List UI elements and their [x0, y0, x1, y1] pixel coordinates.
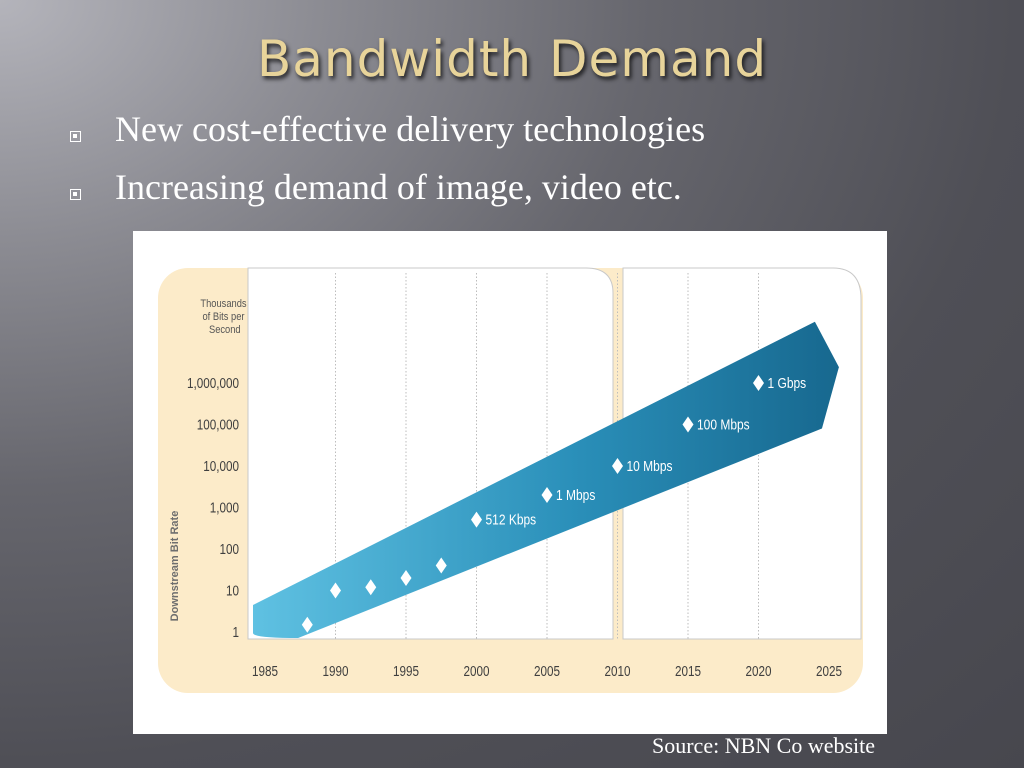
data-point-marker: [471, 511, 482, 528]
bandwidth-chart: 1985 1990 1995 2000 2005 2010 2015 2020 2025 1 10 1…: [133, 231, 887, 734]
chart-svg: 1985 1990 1995 2000 2005 2010 2015 2020 2025 1 10 1…: [158, 267, 863, 693]
y-tick-label: 10: [226, 582, 239, 599]
x-tick-label: 2025: [816, 663, 842, 680]
x-tick-label: 1990: [322, 663, 348, 680]
y-tick-label: 1: [232, 624, 239, 641]
x-tick-label: 2000: [463, 663, 489, 680]
bullet-text: New cost-effective delivery technologies: [115, 109, 706, 149]
slide-title: Bandwidth Demand: [256, 30, 768, 88]
data-point-marker: [330, 582, 341, 599]
chart-marks: 1985 1990 1995 2000 2005 2010 2015 2020 2025 1 10 1…: [187, 375, 842, 680]
y-tick-label: 100,000: [197, 416, 239, 433]
x-tick-label: 2005: [534, 663, 560, 680]
data-point-marker: [435, 557, 447, 574]
data-point-marker: [301, 616, 313, 633]
y-unit-label: Thousands of Bits per Second: [200, 298, 249, 336]
data-point-label: 100 Mbps: [697, 416, 750, 433]
data-point-label: 512 Kbps: [486, 511, 537, 528]
x-tick-label: 1985: [252, 663, 278, 680]
data-point-marker: [400, 570, 412, 587]
bandwidth-band: [253, 321, 839, 638]
x-tick-label: 2020: [745, 663, 771, 680]
y-tick-label: 1,000: [210, 499, 239, 516]
square-bullet-icon: [70, 189, 81, 200]
x-tick-label: 2010: [604, 663, 630, 680]
data-point-label: 10 Mbps: [627, 458, 673, 475]
x-tick-label: 2015: [675, 663, 701, 680]
y-tick-label: 100: [219, 541, 239, 558]
data-point-marker: [612, 458, 623, 474]
y-tick-label: 1,000,000: [187, 375, 239, 392]
data-point-marker: [541, 487, 553, 504]
y-axis-label: Downstream Bit Rate: [169, 511, 181, 622]
y-tick-label: 10,000: [203, 458, 239, 475]
source-citation: Source: NBN Co website: [652, 733, 876, 758]
data-point-label: 1 Gbps: [767, 375, 806, 392]
data-point-marker: [753, 375, 764, 391]
x-tick-label: 1995: [393, 663, 419, 680]
data-point-marker: [365, 579, 377, 596]
data-point-label: 1 Mbps: [556, 487, 596, 504]
data-point-marker: [682, 416, 694, 433]
bullet-text: Increasing demand of image, video etc.: [115, 167, 682, 207]
square-bullet-icon: [70, 131, 81, 142]
